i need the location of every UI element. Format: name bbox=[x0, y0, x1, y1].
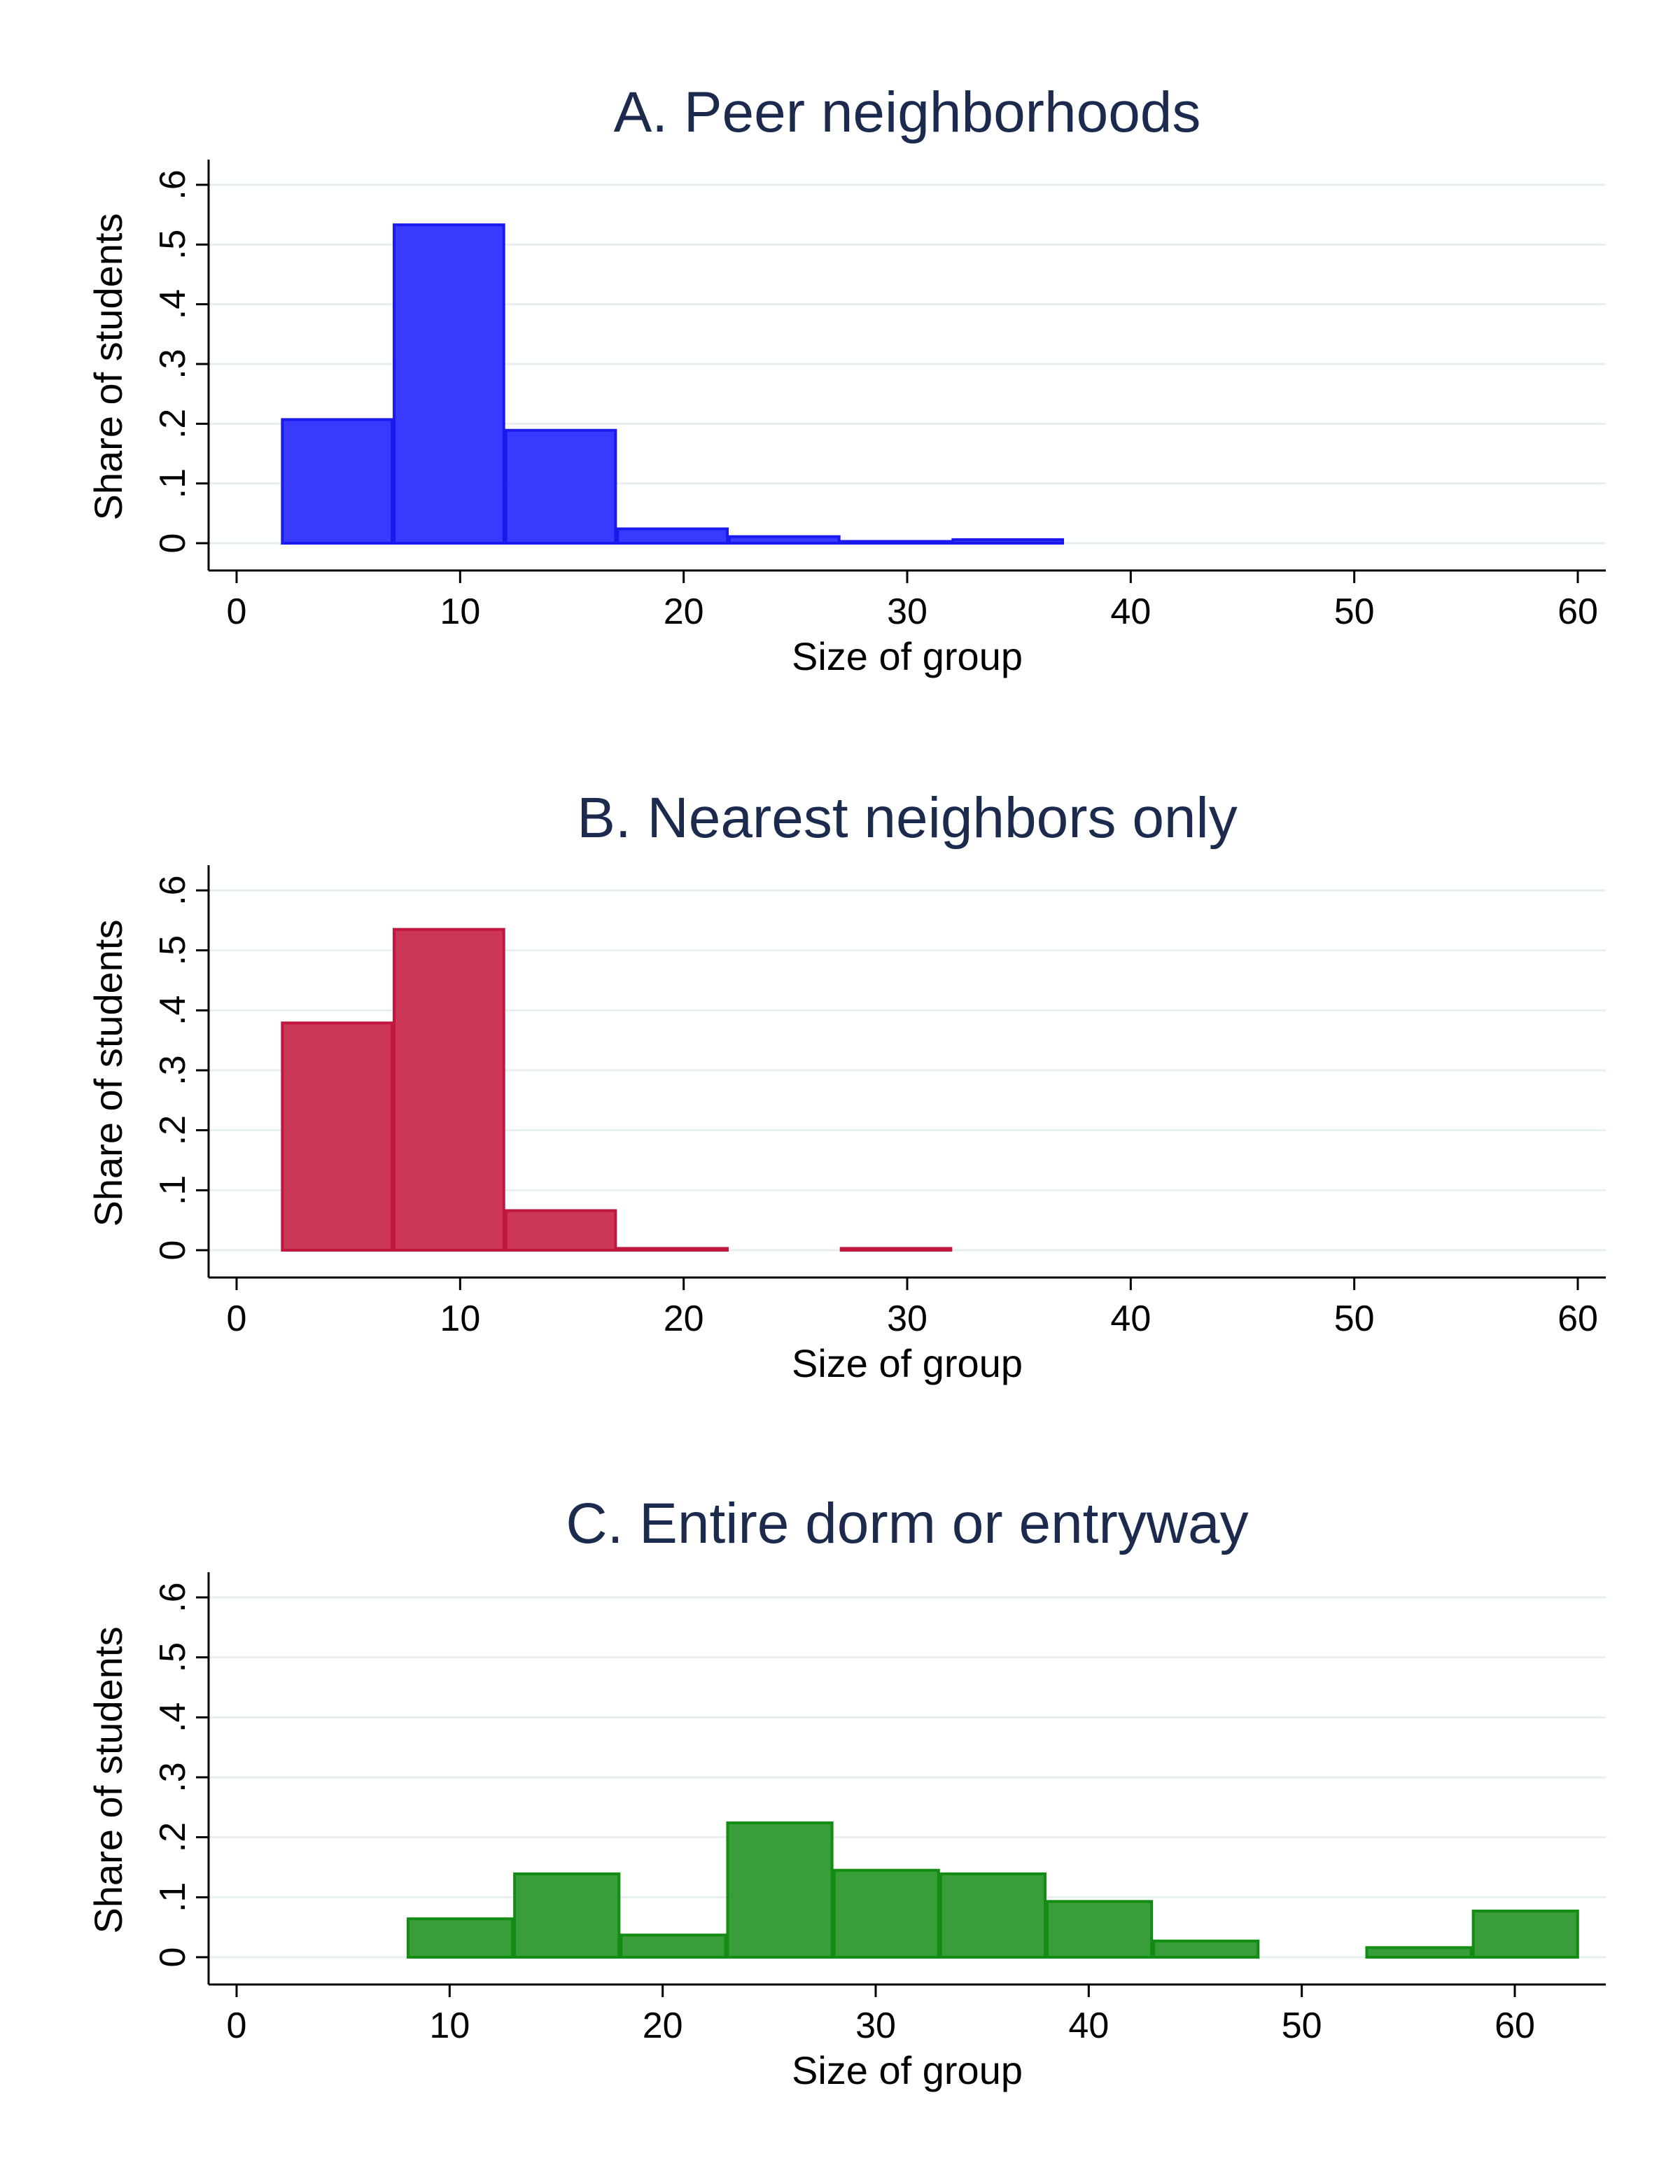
y-tick-label: 0 bbox=[153, 1240, 193, 1261]
histogram-bar bbox=[504, 428, 617, 545]
x-axis-label: Size of group bbox=[792, 634, 1023, 678]
histogram-bar bbox=[839, 540, 953, 545]
panel-title: B. Nearest neighbors only bbox=[577, 786, 1238, 850]
y-tick-label: 0 bbox=[153, 533, 193, 554]
histogram-bar bbox=[726, 1821, 834, 1959]
y-tick-label: .5 bbox=[153, 935, 193, 965]
histogram-bar bbox=[832, 1868, 940, 1959]
x-tick-label: 40 bbox=[1110, 592, 1151, 632]
y-tick-label: .5 bbox=[153, 1642, 193, 1672]
panel-b: B. Nearest neighbors only 0 .1 .2 .3 .4 .5 .6 0 1… bbox=[86, 786, 1606, 1385]
y-tick-label: .5 bbox=[153, 230, 193, 260]
x-tick-label: 30 bbox=[887, 1298, 927, 1339]
histogram-bar bbox=[839, 1247, 953, 1252]
histogram-bar bbox=[1365, 1946, 1473, 1959]
x-tick-label: 60 bbox=[1494, 2005, 1535, 2046]
y-tick-label: .2 bbox=[153, 1822, 193, 1852]
y-tick-label: .4 bbox=[153, 1702, 193, 1732]
y-axis-label: Share of students bbox=[86, 214, 130, 521]
x-tick-label: 20 bbox=[643, 2005, 683, 2046]
y-tick-label: .6 bbox=[153, 1582, 193, 1612]
x-tick-label: 40 bbox=[1068, 2005, 1109, 2046]
histogram-bar bbox=[504, 1209, 617, 1252]
x-tick-label: 60 bbox=[1558, 592, 1598, 632]
y-tick-label: .6 bbox=[153, 875, 193, 905]
histogram-bar bbox=[951, 538, 1065, 545]
histogram-bar bbox=[939, 1872, 1046, 1959]
y-tick-label: .1 bbox=[153, 468, 193, 498]
x-tick-label: 20 bbox=[664, 1298, 704, 1339]
x-tick-label: 50 bbox=[1334, 592, 1375, 632]
histogram-bar bbox=[393, 223, 505, 545]
x-tick-label: 0 bbox=[227, 2005, 247, 2046]
panel-title: A. Peer neighborhoods bbox=[614, 80, 1201, 144]
y-tick-label: .3 bbox=[153, 1762, 193, 1792]
x-axis-label: Size of group bbox=[792, 1341, 1023, 1385]
y-axis-label: Share of students bbox=[86, 1627, 130, 1934]
histogram-bar bbox=[281, 418, 394, 545]
histogram-bar bbox=[393, 927, 505, 1252]
x-tick-label: 50 bbox=[1282, 2005, 1322, 2046]
y-axis-label: Share of students bbox=[86, 920, 130, 1227]
y-tick-label: 0 bbox=[153, 1947, 193, 1968]
histogram-bar bbox=[1471, 1910, 1579, 1959]
x-tick-label: 20 bbox=[664, 592, 704, 632]
x-tick-label: 40 bbox=[1110, 1298, 1151, 1339]
panel-a: A. Peer neighborhoods 0 .1 .2 .3 .4 .5 .6 0 10 20 3… bbox=[86, 80, 1606, 678]
histogram-bar bbox=[1152, 1939, 1260, 1959]
histogram-bar bbox=[620, 1933, 727, 1959]
panel-title: C. Entire dorm or entryway bbox=[566, 1492, 1248, 1555]
histogram-bar bbox=[406, 1917, 514, 1959]
y-tick-label: .1 bbox=[153, 1175, 193, 1205]
y-tick-label: .4 bbox=[153, 995, 193, 1026]
x-tick-label: 30 bbox=[887, 592, 927, 632]
y-tick-label: .2 bbox=[153, 1115, 193, 1145]
histogram-bar bbox=[616, 1247, 729, 1252]
y-tick-label: .4 bbox=[153, 289, 193, 319]
histogram-bar bbox=[728, 535, 841, 545]
x-tick-label: 0 bbox=[227, 1298, 247, 1339]
x-tick-label: 60 bbox=[1558, 1298, 1598, 1339]
histogram-bar bbox=[513, 1872, 621, 1959]
histogram-bar bbox=[616, 527, 729, 545]
x-tick-label: 10 bbox=[440, 1298, 480, 1339]
y-tick-label: .3 bbox=[153, 1055, 193, 1085]
histogram-bar bbox=[1045, 1900, 1154, 1959]
x-tick-label: 50 bbox=[1334, 1298, 1375, 1339]
x-tick-label: 30 bbox=[855, 2005, 896, 2046]
x-tick-label: 10 bbox=[440, 592, 480, 632]
histogram-bar bbox=[281, 1021, 394, 1252]
x-tick-label: 10 bbox=[429, 2005, 470, 2046]
panel-c: C. Entire dorm or entryway 0 .1 .2 .3 .4 .5 .6 0… bbox=[86, 1492, 1606, 2092]
y-tick-label: .3 bbox=[153, 349, 193, 379]
y-tick-label: .2 bbox=[153, 409, 193, 439]
x-tick-label: 0 bbox=[227, 592, 247, 632]
y-tick-label: .1 bbox=[153, 1882, 193, 1912]
x-axis-label: Size of group bbox=[792, 2048, 1023, 2092]
y-tick-label: .6 bbox=[153, 169, 193, 200]
